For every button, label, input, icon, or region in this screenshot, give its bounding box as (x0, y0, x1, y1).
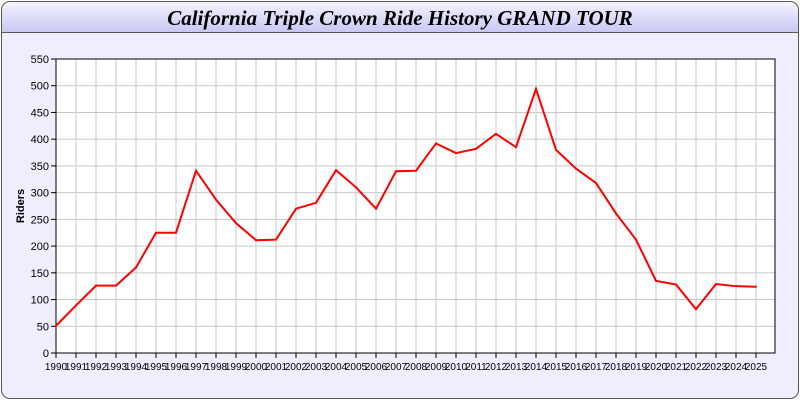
data-point (315, 201, 317, 204)
data-point (55, 324, 57, 327)
data-point (395, 170, 397, 173)
x-tick-label: 2023 (705, 362, 728, 373)
x-tick-label: 2020 (645, 362, 668, 373)
y-tick-label: 400 (31, 134, 49, 146)
x-tick-label: 2016 (565, 362, 588, 373)
data-point (155, 231, 157, 234)
x-tick-label: 2025 (745, 362, 768, 373)
data-point (255, 239, 257, 242)
y-tick-label: 200 (31, 241, 49, 253)
data-point (635, 238, 637, 241)
x-tick-label: 2024 (725, 362, 748, 373)
data-point (595, 182, 597, 185)
data-point (355, 186, 357, 189)
x-tick-label: 1992 (85, 362, 108, 373)
x-tick-label: 1990 (45, 362, 68, 373)
x-tick-label: 1991 (65, 362, 88, 373)
x-tick-label: 1998 (205, 362, 228, 373)
y-tick-label: 350 (31, 161, 49, 173)
data-point (235, 222, 237, 225)
y-tick-label: 0 (43, 348, 49, 360)
y-axis-label: Riders (15, 189, 27, 223)
data-point (675, 283, 677, 286)
series-line (55, 85, 757, 327)
x-tick-label: 1997 (185, 362, 208, 373)
x-tick-label: 2010 (445, 362, 468, 373)
x-tick-label: 2022 (685, 362, 708, 373)
data-point (515, 146, 517, 149)
x-tick-label: 2007 (385, 362, 408, 373)
data-point (135, 266, 137, 269)
title-bar: California Triple Crown Ride History GRA… (2, 2, 798, 33)
y-tick-label: 100 (31, 295, 49, 307)
x-tick-label: 2012 (485, 362, 508, 373)
data-point (415, 169, 417, 172)
y-tick-label: 300 (31, 188, 49, 200)
data-point (455, 152, 457, 155)
x-tick-label: 2004 (325, 362, 348, 373)
data-point (615, 212, 617, 215)
x-tick-label: 2009 (425, 362, 448, 373)
x-tick-label: 2005 (345, 362, 368, 373)
y-tick-label: 500 (31, 81, 49, 93)
data-point (755, 285, 757, 288)
x-tick-label: 2015 (545, 362, 568, 373)
x-tick-label: 2000 (245, 362, 268, 373)
y-tick-label: 550 (31, 54, 49, 66)
data-point (95, 284, 97, 287)
y-tick-label: 50 (37, 321, 49, 333)
x-tick-label: 2019 (625, 362, 648, 373)
data-point (375, 207, 377, 210)
x-tick-label: 2008 (405, 362, 428, 373)
x-tick-label: 1996 (165, 362, 188, 373)
y-tick-label: 250 (31, 214, 49, 226)
data-point (195, 169, 197, 172)
data-point (555, 148, 557, 151)
x-tick-label: 1993 (105, 362, 128, 373)
x-tick-label: 1995 (145, 362, 168, 373)
data-point (575, 167, 577, 170)
x-tick-label: 2001 (265, 362, 288, 373)
data-point (715, 283, 717, 286)
y-tick-label: 150 (31, 268, 49, 280)
x-tick-label: 2014 (525, 362, 548, 373)
data-point (655, 279, 657, 282)
x-tick-label: 2003 (305, 362, 328, 373)
data-point (275, 238, 277, 241)
data-point (75, 304, 77, 307)
data-point (695, 308, 697, 311)
data-point (435, 142, 437, 145)
y-tick-label: 450 (31, 107, 49, 119)
data-point (335, 169, 337, 172)
x-tick-label: 2013 (505, 362, 528, 373)
data-point (535, 87, 537, 90)
data-point (215, 198, 217, 201)
x-tick-label: 2017 (585, 362, 608, 373)
x-tick-label: 2011 (465, 362, 487, 373)
chart-title: California Triple Crown Ride History GRA… (167, 6, 633, 30)
data-point (735, 285, 737, 288)
x-tick-label: 2006 (365, 362, 388, 373)
x-tick-label: 2018 (605, 362, 628, 373)
data-point (495, 132, 497, 135)
x-tick-label: 1999 (225, 362, 248, 373)
x-tick-label: 2002 (285, 362, 308, 373)
data-point (175, 231, 177, 234)
data-point (115, 284, 117, 287)
data-point (295, 207, 297, 210)
x-tick-label: 2021 (665, 362, 688, 373)
data-point (475, 147, 477, 150)
x-tick-label: 1994 (125, 362, 148, 373)
